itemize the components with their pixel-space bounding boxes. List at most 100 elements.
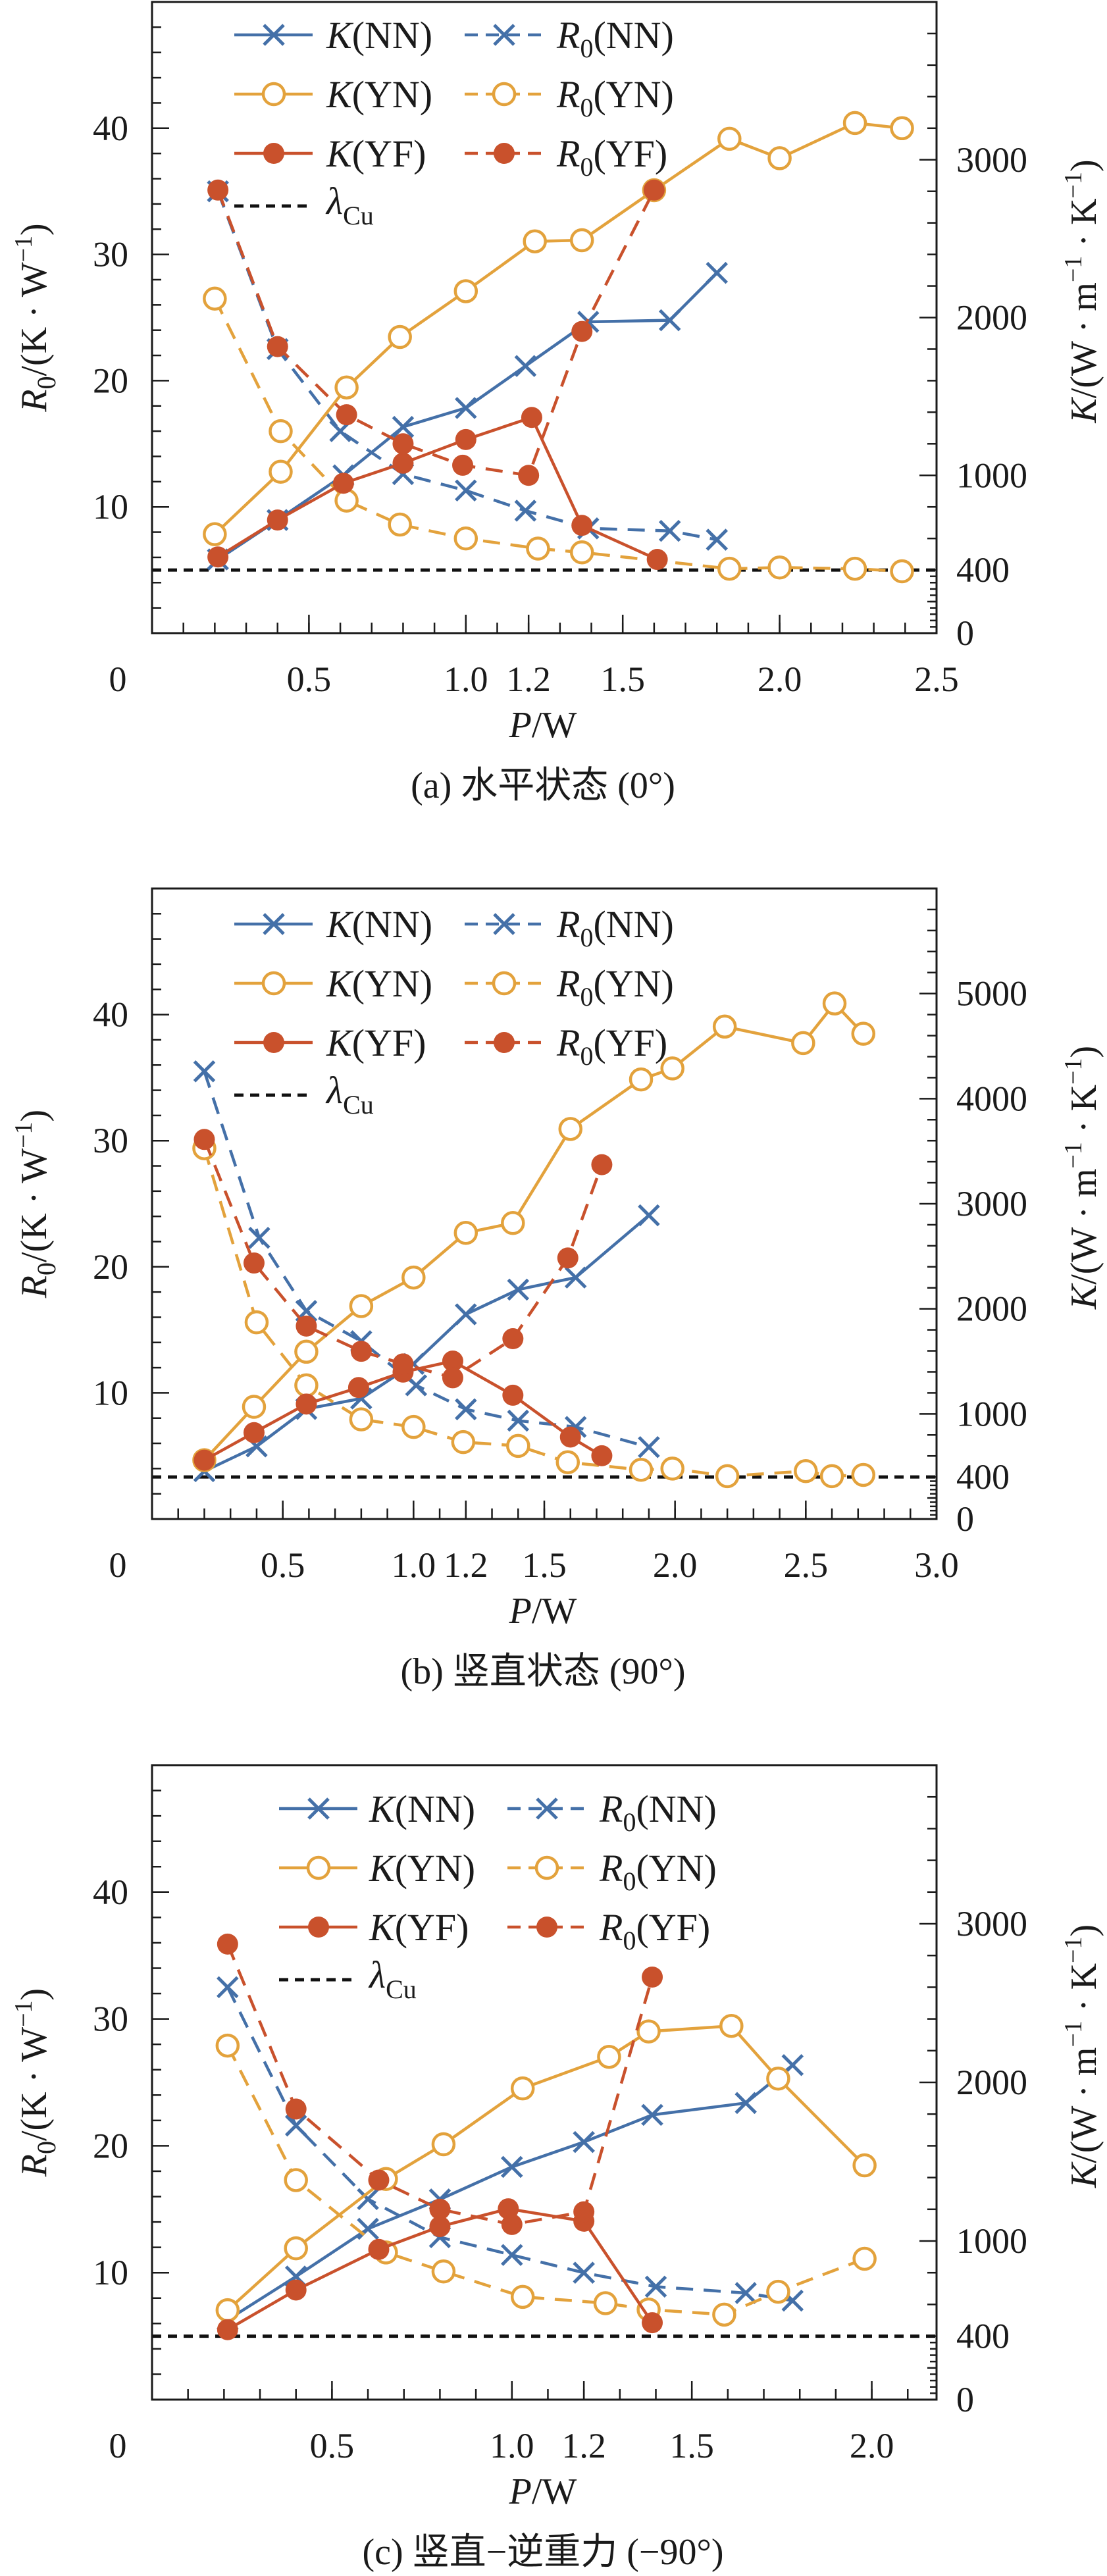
chart-panel-c: 0 0.5 1.0 1.2 1.5 2.0102030400400100020003000… bbox=[10, 1764, 1104, 2573]
x-tick-label: 0.5 bbox=[261, 1545, 305, 1585]
data-point bbox=[638, 1204, 660, 1227]
data-point bbox=[193, 1449, 215, 1471]
data-point bbox=[334, 375, 359, 399]
y-tick-label: 40 bbox=[93, 1872, 128, 1912]
data-point bbox=[642, 1966, 663, 1988]
data-point bbox=[573, 2130, 595, 2153]
legend-item: K(YF) bbox=[279, 1906, 469, 1949]
data-point bbox=[267, 336, 288, 357]
data-point bbox=[442, 1367, 463, 1389]
y2-tick-label: 0 bbox=[956, 2380, 974, 2419]
y2-title-sup2: −1 bbox=[1060, 1058, 1087, 1085]
y-title-sup: −1 bbox=[10, 236, 38, 262]
legend-group: (YF) bbox=[593, 1021, 667, 1064]
data-point bbox=[217, 2319, 238, 2340]
data-point bbox=[852, 2153, 877, 2178]
legend-sub: 0 bbox=[580, 93, 593, 122]
data-point bbox=[643, 179, 665, 201]
y-title-rest: /(K · W bbox=[14, 262, 55, 376]
plot-frame bbox=[151, 1, 938, 634]
legend-group: (YN) bbox=[395, 1847, 475, 1890]
data-point bbox=[284, 2168, 308, 2192]
legend-var: R bbox=[599, 1906, 623, 1949]
y-tick-label: 30 bbox=[93, 1999, 128, 2039]
legend-group: (YF) bbox=[352, 1021, 426, 1064]
legend-marker bbox=[263, 143, 284, 164]
data-point bbox=[712, 1014, 737, 1039]
data-point bbox=[267, 509, 288, 531]
legend-group: (NN) bbox=[593, 903, 673, 946]
legend-label: K(NN) bbox=[326, 14, 432, 57]
data-point bbox=[442, 1351, 463, 1372]
y-title-rest: /(K · W bbox=[14, 2027, 55, 2141]
plot-frame bbox=[151, 887, 938, 1520]
series-line bbox=[217, 190, 717, 542]
y-tick-label: 20 bbox=[93, 2126, 128, 2165]
data-point bbox=[573, 2201, 595, 2223]
data-point bbox=[455, 1398, 477, 1421]
legend-var: R bbox=[556, 132, 580, 175]
data-point bbox=[734, 2092, 757, 2115]
data-point bbox=[641, 2103, 663, 2126]
legend-var: λ bbox=[325, 1069, 343, 1112]
chart-panel-a: 0 0.5 1.0 1.2 1.5 2.0 2.5102030400400100020003… bbox=[10, 1, 1104, 806]
y-tick-label: 10 bbox=[93, 487, 128, 527]
series-kyn bbox=[203, 111, 914, 546]
y2-tick-label: 0 bbox=[956, 613, 974, 653]
data-point bbox=[244, 1310, 269, 1335]
y2-tick-label: 3000 bbox=[956, 140, 1027, 180]
data-point bbox=[593, 2291, 618, 2315]
legend-marker bbox=[536, 1797, 558, 1820]
series-r0yn bbox=[203, 286, 914, 584]
data-point bbox=[284, 2236, 308, 2261]
y2-title-var: K bbox=[1064, 397, 1104, 424]
data-point bbox=[455, 397, 477, 419]
data-point bbox=[571, 321, 593, 342]
legend-label: R0(NN) bbox=[556, 14, 674, 63]
legend: K(NN) R0(NN)K(YN) R0(YN)K(YF) R0(YF)λCu bbox=[234, 903, 674, 1120]
data-point bbox=[717, 126, 742, 151]
data-point bbox=[284, 2114, 307, 2137]
x-tick-label: 1.2 bbox=[561, 2426, 606, 2465]
data-point bbox=[392, 415, 415, 438]
data-point bbox=[638, 1436, 660, 1458]
legend-label: K(YF) bbox=[369, 1906, 469, 1949]
legend-group: (YF) bbox=[352, 132, 426, 175]
data-point bbox=[215, 2298, 240, 2323]
y2-title-sup2: −1 bbox=[1060, 172, 1087, 198]
legend-lambda-label: λCu bbox=[325, 1069, 374, 1120]
data-point bbox=[452, 454, 474, 476]
legend-marker bbox=[534, 1855, 559, 1880]
data-point bbox=[243, 1422, 265, 1443]
y2-title-end: ) bbox=[1064, 1924, 1104, 1937]
x-tick-label: 2.0 bbox=[653, 1545, 698, 1585]
y2-axis-title: K/(W · m−1 · K−1) bbox=[1060, 1046, 1104, 1310]
y2-tick-label: 1000 bbox=[956, 455, 1027, 495]
y2-title-sup: −1 bbox=[1060, 256, 1087, 282]
y2-title-rest: /(W · m bbox=[1064, 1169, 1104, 1285]
x-tick-label: 0 bbox=[109, 1545, 127, 1585]
y-tick-label: 10 bbox=[93, 2253, 128, 2292]
data-point bbox=[243, 1252, 265, 1274]
series-line bbox=[217, 272, 718, 561]
data-point bbox=[217, 1976, 239, 1999]
data-point bbox=[767, 146, 792, 170]
panel-caption: (a) 水平状态 (0°) bbox=[411, 765, 675, 806]
series-line bbox=[203, 1148, 863, 1478]
data-point bbox=[401, 1414, 426, 1439]
x-tick-label: 1.5 bbox=[522, 1545, 567, 1585]
x-tick-label: 1.2 bbox=[506, 659, 551, 699]
y2-axis-title: K/(W · m−1 · K−1) bbox=[1060, 159, 1104, 423]
y2-tick-label: 5000 bbox=[956, 974, 1027, 1014]
legend-group: (NN) bbox=[352, 14, 432, 57]
y2-title-end: ) bbox=[1064, 159, 1104, 172]
legend-label: R0(YF) bbox=[556, 1021, 667, 1071]
data-point bbox=[766, 2066, 790, 2091]
legend-group: (NN) bbox=[636, 1788, 716, 1830]
x-tick-label: 1.0 bbox=[490, 2426, 534, 2465]
legend-group: (YN) bbox=[593, 962, 673, 1005]
y-tick-label: 20 bbox=[93, 1247, 128, 1287]
legend-var: K bbox=[369, 1788, 397, 1830]
legend-var: K bbox=[369, 1847, 397, 1890]
series-r0yf bbox=[217, 1933, 663, 2235]
